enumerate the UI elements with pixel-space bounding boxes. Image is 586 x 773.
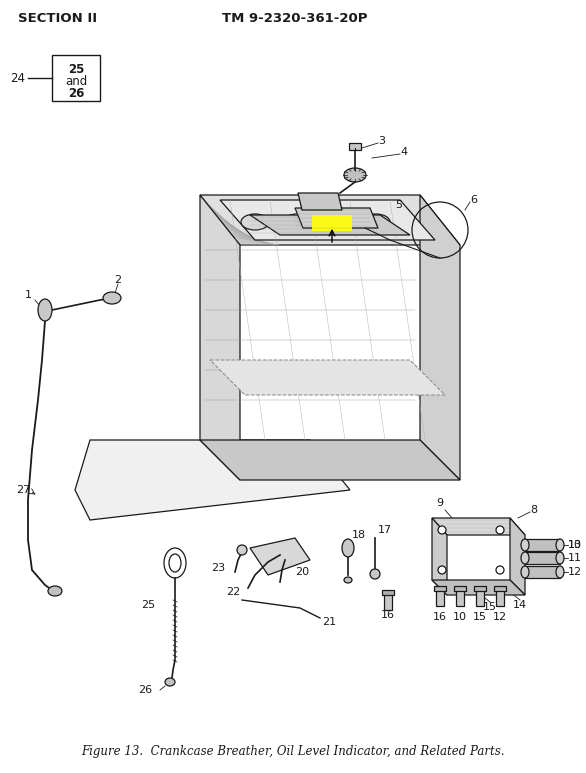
Text: 21: 21 <box>322 617 336 627</box>
Text: 20: 20 <box>295 567 309 577</box>
Text: 27: 27 <box>16 485 30 495</box>
Ellipse shape <box>521 539 529 551</box>
Polygon shape <box>432 518 447 595</box>
Text: 16: 16 <box>381 610 395 620</box>
Circle shape <box>496 526 504 534</box>
Circle shape <box>237 545 247 555</box>
Polygon shape <box>432 518 525 535</box>
Text: 17: 17 <box>378 525 392 535</box>
Bar <box>384 592 392 610</box>
Ellipse shape <box>165 678 175 686</box>
Bar <box>454 586 466 591</box>
Text: 8: 8 <box>530 505 537 515</box>
Text: 1: 1 <box>25 290 32 300</box>
Bar <box>476 588 484 606</box>
Polygon shape <box>432 580 525 595</box>
Text: 14: 14 <box>513 600 527 610</box>
Polygon shape <box>75 440 350 520</box>
Text: 15: 15 <box>473 612 487 622</box>
Text: 9: 9 <box>437 498 444 508</box>
Circle shape <box>438 526 446 534</box>
Text: 23: 23 <box>211 563 225 573</box>
Ellipse shape <box>344 577 352 583</box>
Bar <box>382 590 394 595</box>
Text: Figure 13.  Crankcase Breather, Oil Level Indicator, and Related Parts.: Figure 13. Crankcase Breather, Oil Level… <box>81 745 505 758</box>
Polygon shape <box>420 195 460 480</box>
Text: 2: 2 <box>114 275 121 285</box>
Text: 26: 26 <box>138 685 152 695</box>
Ellipse shape <box>283 214 311 230</box>
Ellipse shape <box>556 566 564 578</box>
Text: 25: 25 <box>141 600 155 610</box>
Text: 11: 11 <box>568 553 582 563</box>
Text: 3: 3 <box>378 136 385 146</box>
Text: SECTION II: SECTION II <box>18 12 97 25</box>
Circle shape <box>438 566 446 574</box>
Bar <box>525 539 560 551</box>
Text: 13: 13 <box>568 540 582 550</box>
Bar <box>349 143 361 150</box>
Ellipse shape <box>48 586 62 596</box>
Bar <box>456 588 464 606</box>
Bar <box>52 55 100 101</box>
Bar <box>436 588 444 606</box>
Text: and: and <box>65 75 87 88</box>
Ellipse shape <box>241 214 269 230</box>
Text: 6: 6 <box>470 195 477 205</box>
Ellipse shape <box>342 539 354 557</box>
Circle shape <box>496 566 504 574</box>
Bar <box>434 586 446 591</box>
Text: 5: 5 <box>395 200 402 210</box>
Circle shape <box>370 569 380 579</box>
Ellipse shape <box>521 552 529 564</box>
Text: 10: 10 <box>453 612 467 622</box>
Bar <box>312 215 352 231</box>
Bar <box>496 588 504 606</box>
Text: 19: 19 <box>288 547 302 557</box>
Polygon shape <box>200 195 240 480</box>
Ellipse shape <box>521 566 529 578</box>
Text: 18: 18 <box>352 530 366 540</box>
Polygon shape <box>210 360 445 395</box>
Text: 12: 12 <box>568 567 582 577</box>
Text: 26: 26 <box>68 87 84 100</box>
Polygon shape <box>200 195 460 245</box>
Text: 15: 15 <box>483 602 497 612</box>
Text: 24: 24 <box>10 71 25 84</box>
Ellipse shape <box>38 299 52 321</box>
Polygon shape <box>220 200 435 240</box>
Polygon shape <box>250 538 310 575</box>
Polygon shape <box>298 193 342 210</box>
Bar <box>525 552 560 564</box>
Text: 16: 16 <box>433 612 447 622</box>
Polygon shape <box>200 440 460 480</box>
Text: 12: 12 <box>493 612 507 622</box>
Ellipse shape <box>362 214 390 230</box>
Bar <box>525 566 560 578</box>
Bar <box>494 586 506 591</box>
Ellipse shape <box>103 292 121 304</box>
Ellipse shape <box>556 552 564 564</box>
Polygon shape <box>250 215 410 235</box>
Bar <box>474 586 486 591</box>
Text: TM 9-2320-361-20P: TM 9-2320-361-20P <box>222 12 368 25</box>
Ellipse shape <box>556 539 564 551</box>
Text: 4: 4 <box>400 147 407 157</box>
Text: 10: 10 <box>568 540 582 550</box>
Polygon shape <box>295 208 378 228</box>
Ellipse shape <box>344 168 366 182</box>
Text: 25: 25 <box>68 63 84 76</box>
Polygon shape <box>510 518 525 595</box>
Ellipse shape <box>325 214 353 230</box>
Text: 22: 22 <box>226 587 240 597</box>
